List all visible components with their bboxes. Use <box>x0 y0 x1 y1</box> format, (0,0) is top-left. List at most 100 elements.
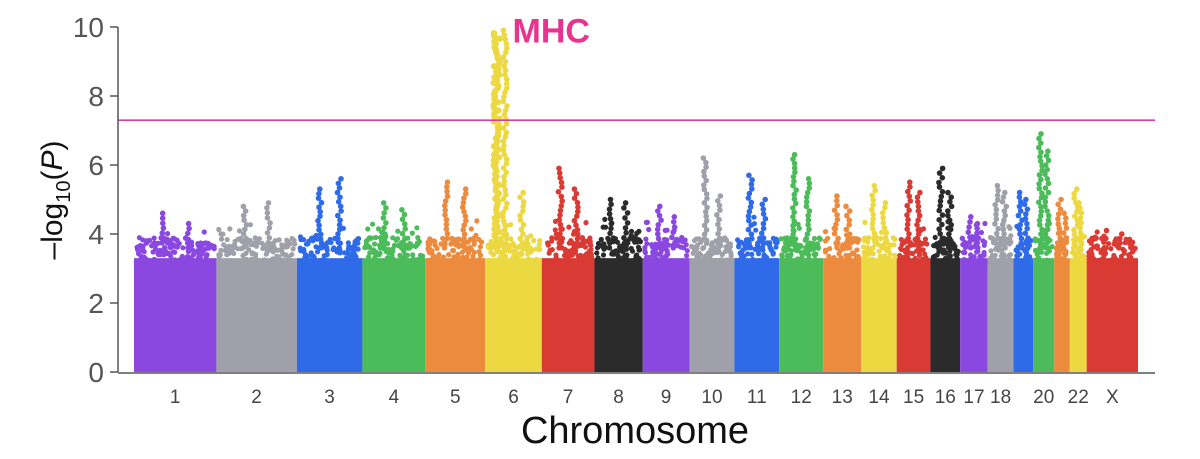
snp-point <box>508 236 514 242</box>
snp-hit <box>517 194 523 200</box>
snp-point <box>537 238 543 244</box>
snp-mhc <box>491 74 498 81</box>
chromosome-13-points <box>822 193 862 372</box>
snp-hit <box>671 214 678 220</box>
snp-hit <box>1045 212 1052 219</box>
snp-point <box>580 237 586 243</box>
snp-hit <box>915 208 922 214</box>
snp-hit <box>442 198 449 204</box>
snp-hit <box>1018 235 1025 242</box>
snp-hit <box>1038 176 1044 183</box>
snp-point <box>355 246 361 252</box>
snp-hit <box>936 217 942 223</box>
snp-hit <box>336 185 343 191</box>
snp-hit <box>1045 157 1052 164</box>
snp-point <box>464 254 470 260</box>
snp-hit <box>716 202 723 209</box>
snp-point <box>533 246 539 252</box>
snp-hit <box>701 182 707 188</box>
snp-hit <box>1039 167 1045 174</box>
snp-point <box>253 253 259 259</box>
snp-hit <box>556 165 562 172</box>
snp-hit <box>882 200 889 206</box>
snp-hit <box>833 221 839 228</box>
snp-hit <box>791 196 798 202</box>
snp-point <box>1006 257 1012 263</box>
snp-hit <box>967 219 973 225</box>
snp-point <box>878 229 885 235</box>
snp-point <box>602 216 608 222</box>
snp-hit <box>670 245 677 251</box>
chromosome-8-points <box>594 196 644 372</box>
chromosome-5-points <box>425 179 486 372</box>
snp-hit <box>791 191 798 198</box>
snp-hit <box>670 229 676 236</box>
snp-hit <box>264 205 270 211</box>
snp-hit <box>402 221 408 227</box>
snp-hit <box>444 188 450 195</box>
snp-point <box>960 242 966 248</box>
snp-point <box>1132 261 1138 267</box>
chromosome-18-base-band <box>987 258 1014 372</box>
snp-hit <box>380 230 386 236</box>
snp-hit <box>939 189 946 195</box>
snp-hit <box>501 143 507 149</box>
snp-point <box>365 226 371 232</box>
snp-hit <box>1018 240 1024 246</box>
snp-hit <box>714 212 720 218</box>
snp-point <box>153 246 159 252</box>
snp-point <box>514 254 520 260</box>
snp-point <box>920 247 926 253</box>
snp-point <box>822 247 829 253</box>
x-tick-label: 17 <box>963 387 984 408</box>
snp-hit <box>266 245 272 251</box>
snp-point <box>407 261 414 267</box>
snp-point <box>838 255 844 261</box>
snp-hit <box>1036 217 1043 224</box>
chromosome-7-base-band <box>541 258 595 372</box>
snp-point <box>477 244 483 250</box>
snp-point <box>373 234 379 241</box>
snp-hit <box>656 212 663 219</box>
snp-point <box>790 258 796 264</box>
snp-hit <box>938 193 945 200</box>
snp-hit <box>992 240 999 246</box>
snp-point <box>1002 260 1009 266</box>
snp-point <box>451 254 457 260</box>
snp-point <box>275 257 281 263</box>
snp-hit <box>1016 189 1023 196</box>
snp-hit <box>1078 210 1085 216</box>
snp-hit <box>335 180 342 187</box>
snp-point <box>488 238 494 244</box>
snp-point <box>271 243 277 250</box>
snp-hit <box>264 215 271 221</box>
snp-hit <box>383 220 389 226</box>
snp-hit <box>915 203 922 210</box>
snp-hit <box>316 222 322 228</box>
snp-hit <box>759 201 766 208</box>
snp-point <box>513 248 519 254</box>
snp-hit <box>380 215 387 221</box>
snp-point <box>352 254 358 260</box>
snp-point <box>891 242 897 248</box>
snp-point <box>297 245 303 251</box>
snp-point <box>982 220 988 227</box>
snp-hit <box>715 230 721 237</box>
snp-hit <box>443 226 450 232</box>
snp-hit <box>317 208 324 215</box>
snp-point <box>372 254 378 260</box>
snp-hit <box>1016 203 1023 210</box>
snp-hit <box>835 235 841 242</box>
snp-hit <box>242 240 249 246</box>
snp-point <box>751 214 757 220</box>
snp-point <box>1008 239 1014 245</box>
chromosome-12-points <box>778 151 824 372</box>
snp-point <box>227 226 233 232</box>
snp-point <box>440 235 446 241</box>
snp-point <box>1070 262 1076 268</box>
snp-hit <box>835 240 841 246</box>
snp-hit <box>317 236 324 242</box>
snp-hit <box>915 217 921 223</box>
snp-point <box>617 244 623 250</box>
snp-hit <box>791 151 798 158</box>
